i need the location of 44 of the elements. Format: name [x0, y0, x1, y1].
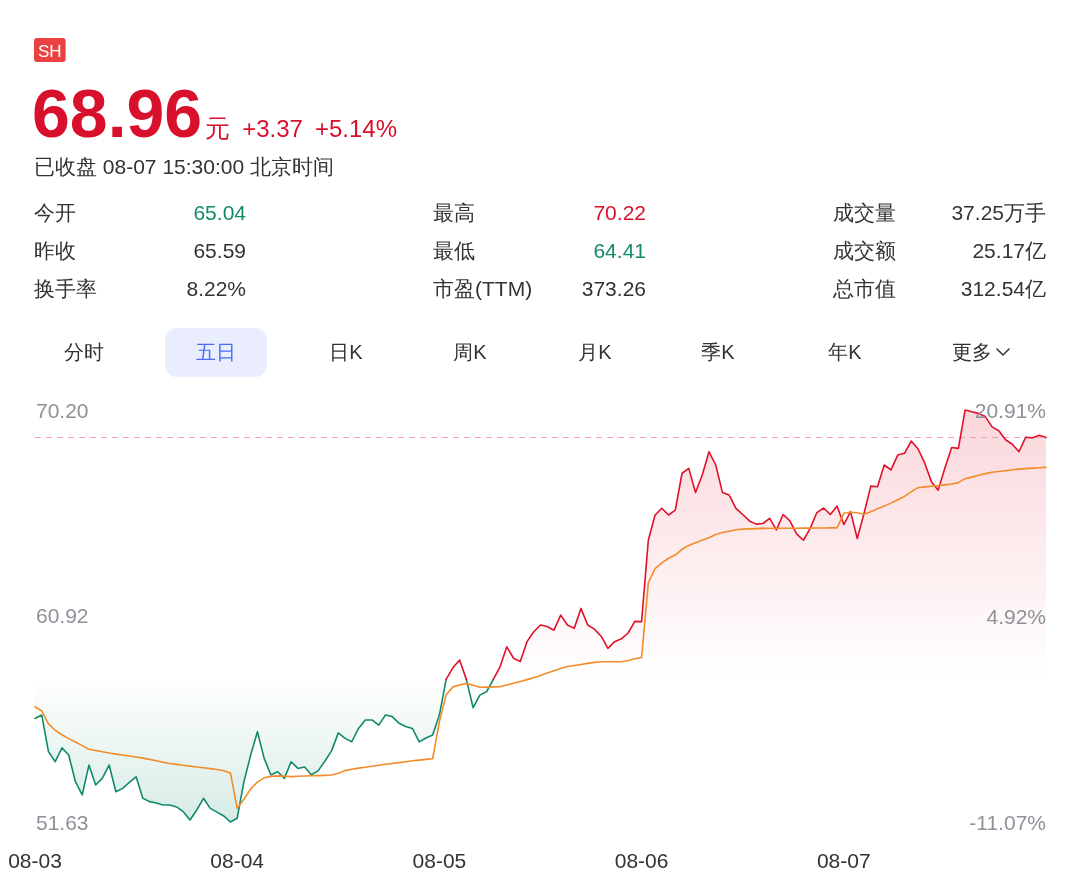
- text: 8.22%: [186, 277, 246, 300]
- text: 312.54亿: [960, 277, 1046, 300]
- text: 已收盘 08-07 15:30:00 北京时间: [34, 155, 334, 178]
- text: 五日: [196, 341, 236, 363]
- text: 更多: [952, 341, 992, 363]
- text: 昨收: [34, 239, 76, 262]
- text: 37.25万手: [951, 201, 1046, 224]
- text: 今开: [34, 201, 76, 224]
- text: 65.04: [193, 201, 247, 224]
- text: 月K: [578, 341, 613, 363]
- text: 68.96: [32, 75, 203, 151]
- text: 最高: [433, 201, 475, 224]
- text: 70.22: [593, 201, 646, 224]
- text: 年K: [828, 341, 863, 363]
- text: 元: [205, 114, 231, 142]
- text: 最低: [433, 239, 475, 262]
- text: SH: [38, 42, 62, 61]
- text: 25.17亿: [972, 239, 1046, 262]
- text: 市盈(TTM): [433, 277, 533, 300]
- text: 373.26: [581, 277, 646, 300]
- y-tick-label: 70.20: [36, 398, 89, 422]
- text: 65.59: [193, 239, 246, 262]
- x-tick-label: 08-06: [614, 848, 669, 872]
- text: 成交额: [833, 239, 896, 262]
- text: +3.37: [242, 115, 303, 142]
- text: +5.14%: [314, 115, 397, 142]
- line-series: [34, 466, 1047, 810]
- text: 64.41: [593, 239, 646, 262]
- x-tick-label: 08-07: [816, 848, 871, 872]
- text: 周K: [453, 341, 488, 363]
- y2-tick-label: 20.91%: [974, 398, 1046, 422]
- text: 分时: [64, 341, 104, 363]
- text: 成交量: [833, 201, 896, 224]
- text: 日K: [329, 341, 364, 363]
- y-tick-label: 60.92: [36, 604, 89, 628]
- text: 季K: [701, 341, 736, 363]
- text: 总市值: [832, 277, 896, 300]
- x-tick-label: 08-04: [210, 848, 265, 872]
- y2-tick-label: -11.07%: [969, 810, 1046, 834]
- y-tick-label: 51.63: [36, 810, 89, 834]
- y2-tick-label: 4.92%: [986, 604, 1046, 628]
- x-tick-label: 08-05: [412, 848, 467, 872]
- text: 换手率: [34, 277, 97, 300]
- x-tick-label: 08-03: [8, 848, 62, 872]
